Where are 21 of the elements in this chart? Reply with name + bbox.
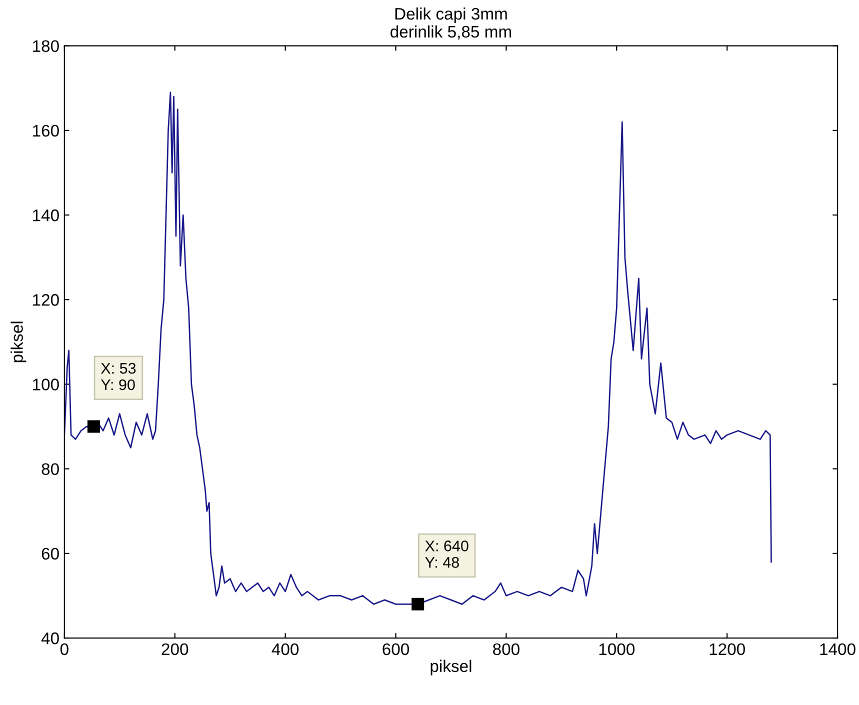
x-tick-label: 1200: [710, 643, 745, 656]
y-axis-title: piksel: [10, 322, 26, 362]
x-tick-label: 0: [60, 643, 68, 656]
y-tick-label: 120: [33, 294, 59, 306]
x-tick-label: 800: [493, 643, 520, 656]
annotation: X: 640 Y: 48: [425, 540, 468, 568]
x-tick-label: 200: [162, 643, 188, 656]
x-tick-label: 1000: [599, 643, 635, 656]
x-axis-title: piksel: [430, 660, 472, 676]
y-tick-label: 60: [42, 548, 59, 560]
y-tick-label: 160: [33, 124, 59, 137]
y-tick-label: 140: [33, 209, 59, 222]
x-tick-label: 600: [382, 643, 410, 656]
y-tick-label: 100: [33, 378, 59, 390]
y-tick-label: 80: [42, 463, 59, 476]
chart-title: Delik capi 3mm derinlik 5,85 mm: [390, 7, 512, 40]
y-tick-label: 180: [33, 40, 59, 52]
y-tick-label: 40: [41, 632, 59, 644]
x-tick-label: 400: [272, 643, 299, 656]
x-tick-label: 1400: [820, 643, 856, 656]
annotation: X: 53 Y: 90: [100, 362, 136, 390]
